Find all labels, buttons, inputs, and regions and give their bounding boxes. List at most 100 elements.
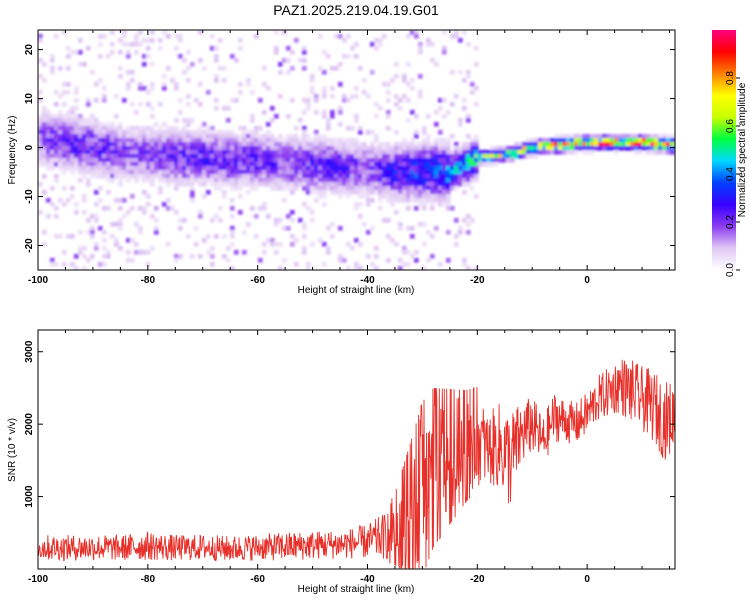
- heatmap-cell: [262, 162, 267, 167]
- heatmap-cell: [82, 138, 87, 143]
- heatmap-cell: [434, 178, 439, 183]
- heatmap-cell: [98, 174, 103, 179]
- heatmap-cell: [310, 166, 315, 171]
- heatmap-cell: [502, 150, 507, 155]
- heatmap-cell: [338, 82, 343, 87]
- heatmap-cell: [406, 158, 411, 163]
- heatmap-cell: [630, 134, 635, 139]
- heatmap-cell: [230, 170, 235, 175]
- heatmap-cell: [642, 134, 647, 139]
- heatmap-cell: [234, 98, 239, 103]
- heatmap-cell: [58, 138, 63, 143]
- heatmap-cell: [306, 162, 311, 167]
- heatmap-cell: [74, 114, 79, 119]
- heatmap-cell: [70, 50, 75, 55]
- heatmap-cell: [174, 254, 179, 259]
- heatmap-cell: [466, 222, 471, 227]
- heatmap-cell: [130, 174, 135, 179]
- heatmap-cell: [582, 146, 587, 151]
- heatmap-cell: [78, 154, 83, 159]
- heatmap-cell: [474, 166, 479, 171]
- heatmap-cell: [114, 114, 119, 119]
- heatmap-cell: [54, 126, 59, 131]
- heatmap-cell: [254, 158, 259, 163]
- heatmap-cell: [410, 154, 415, 159]
- heatmap-cell: [214, 170, 219, 175]
- heatmap-cell: [190, 130, 195, 135]
- heatmap-cell: [502, 154, 507, 159]
- heatmap-cell: [266, 174, 271, 179]
- heatmap-cell: [322, 202, 327, 207]
- heatmap-cell: [190, 170, 195, 175]
- heatmap-cell: [230, 214, 235, 219]
- heatmap-cell: [174, 146, 179, 151]
- heatmap-cell: [430, 206, 435, 211]
- heatmap-cell: [310, 186, 315, 191]
- heatmap-cell: [170, 158, 175, 163]
- heatmap-cell: [210, 142, 215, 147]
- heatmap-cell: [102, 138, 107, 143]
- heatmap-cell: [42, 114, 47, 119]
- heatmap-cell: [146, 194, 151, 199]
- heatmap-cell: [174, 134, 179, 139]
- heatmap-cell: [358, 146, 363, 151]
- heatmap-cell: [518, 150, 523, 155]
- heatmap-cell: [386, 174, 391, 179]
- heatmap-cell: [366, 130, 371, 135]
- heatmap-cell: [62, 166, 67, 171]
- heatmap-cell: [118, 206, 123, 211]
- heatmap-cell: [250, 162, 255, 167]
- heatmap-cell: [130, 206, 135, 211]
- heatmap-cell: [426, 38, 431, 43]
- heatmap-cell: [178, 130, 183, 135]
- heatmap-cell: [350, 138, 355, 143]
- heatmap-cell: [598, 146, 603, 151]
- heatmap-cell: [146, 262, 151, 267]
- heatmap-cell: [174, 130, 179, 135]
- heatmap-cell: [66, 166, 71, 171]
- heatmap-cell: [330, 86, 335, 91]
- heatmap-cell: [298, 178, 303, 183]
- heatmap-cell: [406, 34, 411, 39]
- heatmap-cell: [258, 134, 263, 139]
- heatmap-cell: [142, 170, 147, 175]
- heatmap-cell: [78, 178, 83, 183]
- heatmap-cell: [470, 170, 475, 175]
- heatmap-cell: [150, 30, 155, 35]
- heatmap-cell: [298, 218, 303, 223]
- heatmap-cell: [434, 154, 439, 159]
- heatmap-cell: [322, 114, 327, 119]
- heatmap-cell: [366, 202, 371, 207]
- heatmap-cell: [574, 150, 579, 155]
- heatmap-cell: [166, 34, 171, 39]
- heatmap-cell: [466, 214, 471, 219]
- heatmap-cell: [66, 54, 71, 59]
- heatmap-cell: [366, 166, 371, 171]
- heatmap-cell: [118, 130, 123, 135]
- heatmap-cell: [46, 158, 51, 163]
- heatmap-cell: [526, 138, 531, 143]
- heatmap-cell: [282, 142, 287, 147]
- heatmap-cell: [134, 178, 139, 183]
- heatmap-cell: [130, 238, 135, 243]
- heatmap-cell: [38, 142, 43, 147]
- heatmap-cell: [606, 134, 611, 139]
- heatmap-cell: [174, 86, 179, 91]
- heatmap-cell: [454, 150, 459, 155]
- heatmap-cell: [138, 206, 143, 211]
- heatmap-cell: [462, 158, 467, 163]
- heatmap-cell: [178, 166, 183, 171]
- heatmap-cell: [118, 138, 123, 143]
- heatmap-cell: [334, 162, 339, 167]
- heatmap-cell: [158, 146, 163, 151]
- heatmap-cell: [162, 30, 167, 35]
- heatmap-cell: [362, 174, 367, 179]
- heatmap-cell: [406, 178, 411, 183]
- heatmap-cell: [554, 134, 559, 139]
- heatmap-cell: [46, 214, 51, 219]
- heatmap-cell: [150, 150, 155, 155]
- heatmap-cell: [270, 186, 275, 191]
- heatmap-cell: [354, 262, 359, 267]
- heatmap-cell: [402, 154, 407, 159]
- heatmap-cell: [566, 146, 571, 151]
